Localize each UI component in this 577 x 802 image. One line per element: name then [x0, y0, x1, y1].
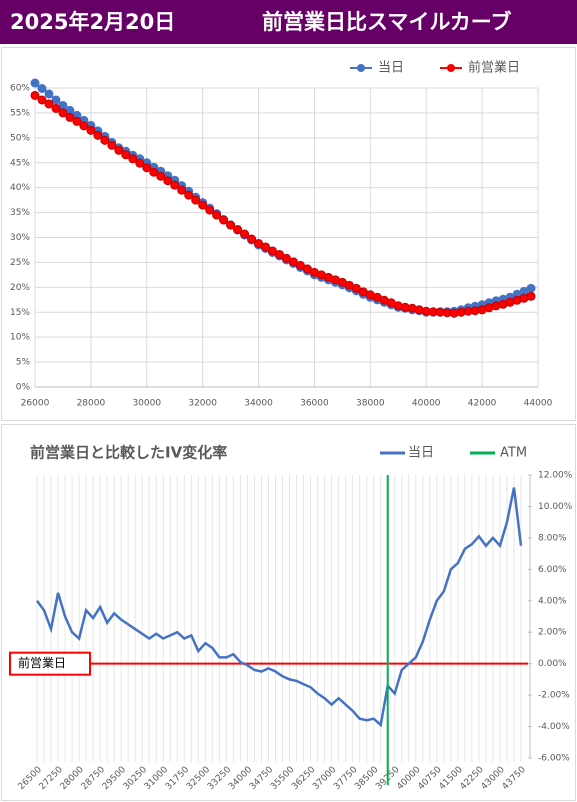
- data-point: [212, 210, 222, 220]
- y-tick-label: 40%: [10, 183, 30, 193]
- y-tick-label: 0%: [16, 383, 31, 393]
- header-date: 2025年2月20日: [10, 10, 175, 34]
- x-tick-label: 26000: [21, 399, 50, 409]
- y-tick-label: 4.00%: [538, 596, 567, 606]
- y-tick-label: 50%: [10, 133, 30, 143]
- legend-label: 前営業日: [468, 60, 520, 76]
- data-point: [72, 116, 82, 126]
- data-point: [135, 158, 145, 168]
- data-point: [128, 154, 138, 164]
- data-point: [79, 121, 89, 131]
- data-point: [30, 78, 40, 88]
- data-point: [177, 185, 187, 195]
- y-tick-label: 2.00%: [538, 628, 567, 638]
- data-point: [114, 145, 124, 155]
- data-point: [198, 200, 208, 210]
- data-point: [170, 180, 180, 190]
- data-point: [205, 205, 215, 215]
- data-point: [142, 163, 152, 173]
- y-tick-label: -4.00%: [538, 722, 570, 732]
- y-tick-label: 25%: [10, 258, 30, 268]
- x-tick-label: 44000: [524, 399, 553, 409]
- data-point: [254, 238, 264, 248]
- data-point: [37, 83, 47, 93]
- data-point: [275, 249, 285, 259]
- y-tick-label: 8.00%: [538, 533, 567, 543]
- data-point: [240, 229, 250, 239]
- data-point: [268, 246, 278, 256]
- y-tick-label: 55%: [10, 108, 30, 118]
- data-point: [226, 220, 236, 230]
- header-bar: [0, 0, 577, 44]
- data-point: [163, 176, 173, 186]
- series-line: [35, 487, 523, 728]
- y-tick-label: 5%: [16, 358, 31, 368]
- data-point: [121, 150, 131, 160]
- y-tick-label: 10.00%: [538, 502, 573, 512]
- data-point: [191, 195, 201, 205]
- data-point: [261, 242, 271, 252]
- legend-label: 当日: [408, 446, 434, 461]
- data-point: [184, 190, 194, 200]
- data-point: [302, 264, 312, 274]
- legend-label: 当日: [378, 61, 404, 76]
- x-tick-label: 36000: [300, 399, 329, 409]
- y-tick-label: 35%: [10, 208, 30, 218]
- chart-frame: [1, 47, 576, 421]
- data-point: [107, 140, 117, 150]
- data-point: [86, 125, 96, 135]
- y-tick-label: 6.00%: [538, 565, 567, 575]
- data-point: [149, 167, 159, 177]
- x-tick-label: 34000: [244, 399, 273, 409]
- data-point: [247, 234, 257, 244]
- data-point: [526, 283, 536, 293]
- data-point: [51, 103, 61, 113]
- y-tick-label: 60%: [10, 84, 30, 94]
- data-point: [526, 291, 536, 301]
- y-tick-label: 0.00%: [538, 659, 567, 669]
- data-point: [58, 108, 68, 118]
- series-line: [34, 82, 532, 314]
- data-point: [65, 112, 75, 122]
- legend-swatch: [447, 64, 455, 72]
- x-tick-label: 42000: [468, 399, 497, 409]
- data-point: [44, 99, 54, 109]
- y-tick-label: 20%: [10, 283, 30, 293]
- data-point: [100, 135, 110, 145]
- data-point: [37, 95, 47, 105]
- data-point: [282, 253, 291, 263]
- header-title: 前営業日比スマイルカーブ: [262, 10, 511, 34]
- y-tick-label: 30%: [10, 233, 30, 243]
- y-tick-label: 15%: [10, 308, 30, 318]
- legend-label: ATM: [500, 446, 527, 461]
- data-point: [288, 257, 298, 267]
- data-point: [233, 225, 243, 235]
- y-tick-label: 10%: [10, 333, 30, 343]
- data-point: [156, 171, 166, 181]
- x-tick-label: 43750: [501, 765, 529, 793]
- data-point: [295, 260, 305, 270]
- legend-swatch: [357, 64, 365, 72]
- data-point: [30, 90, 40, 100]
- data-point: [93, 130, 103, 140]
- x-tick-label: 28000: [77, 399, 106, 409]
- x-tick-label: 30000: [132, 399, 161, 409]
- x-tick-label: 40000: [412, 399, 441, 409]
- y-tick-label: -2.00%: [538, 691, 570, 701]
- reference-box: [9, 651, 91, 676]
- y-tick-label: 45%: [10, 158, 30, 168]
- data-point: [219, 215, 229, 225]
- x-tick-label: 38000: [356, 399, 385, 409]
- data-point: [351, 283, 361, 293]
- y-tick-label: 12.00%: [538, 471, 573, 481]
- data-point: [44, 89, 54, 99]
- x-tick-label: 32000: [188, 399, 217, 409]
- chart-title: 前営業日と比較したIV変化率: [30, 444, 227, 462]
- chart-frame: [1, 424, 576, 801]
- y-tick-label: -6.00%: [538, 754, 570, 764]
- series-line: [34, 94, 532, 315]
- reference-label: 前営業日: [18, 655, 66, 670]
